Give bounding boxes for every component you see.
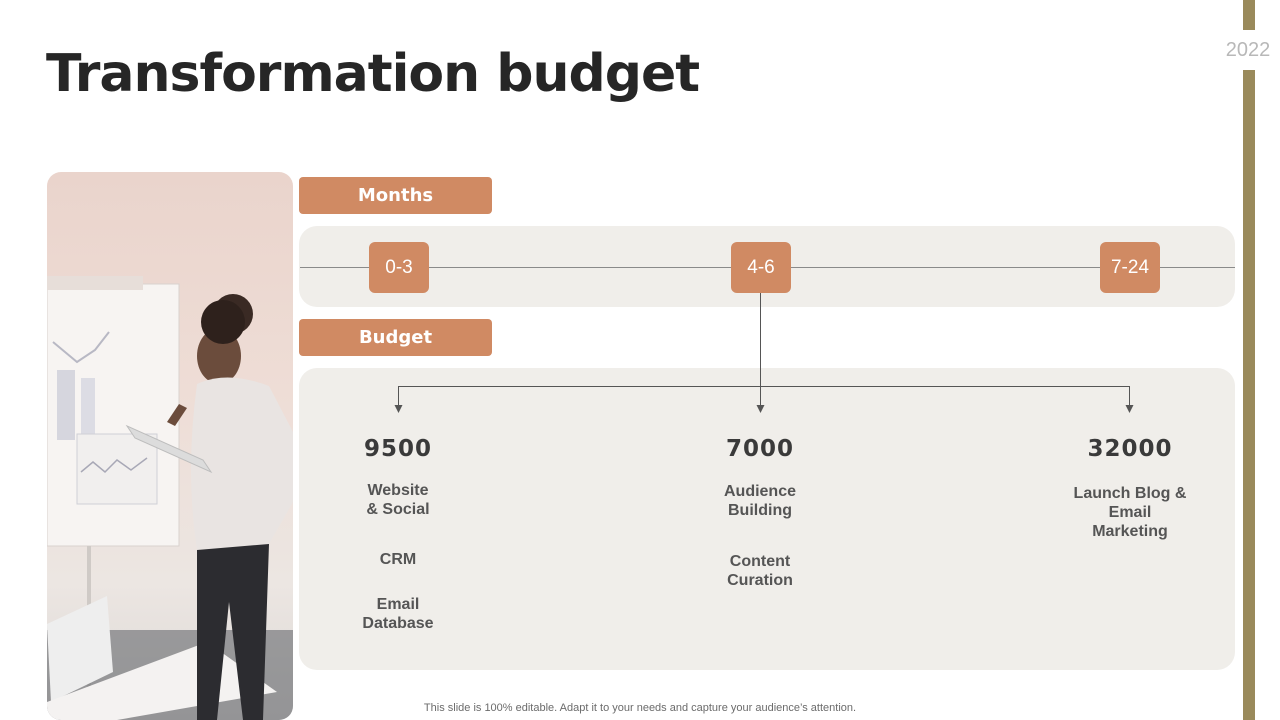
budget-amount-7-24: 32000 (1087, 436, 1173, 462)
footnote: This slide is 100% editable. Adapt it to… (423, 702, 857, 714)
budget-item: Content Curation (727, 553, 793, 589)
budget-item: Email Database (362, 596, 434, 632)
budget-item: Launch Blog & Email Marketing (1073, 485, 1187, 540)
budget-tab: Budget (299, 319, 492, 356)
budget-item: CRM (379, 551, 417, 568)
budget-panel (299, 368, 1235, 670)
budget-item: Website & Social (366, 482, 430, 518)
budget-amount-4-6: 7000 (725, 436, 794, 462)
months-tab: Months (299, 177, 492, 214)
page-title: Transformation budget (46, 44, 700, 104)
month-pill-4-6: 4-6 (731, 242, 791, 293)
woman-at-whiteboard-photo (47, 172, 293, 720)
side-accent-bar (1243, 0, 1255, 720)
budget-item: Audience Building (723, 483, 796, 519)
month-pill-0-3: 0-3 (369, 242, 429, 293)
year-label: 2022 (1216, 30, 1280, 70)
budget-amount-0-3: 9500 (363, 436, 432, 462)
month-pill-7-24: 7-24 (1100, 242, 1160, 293)
